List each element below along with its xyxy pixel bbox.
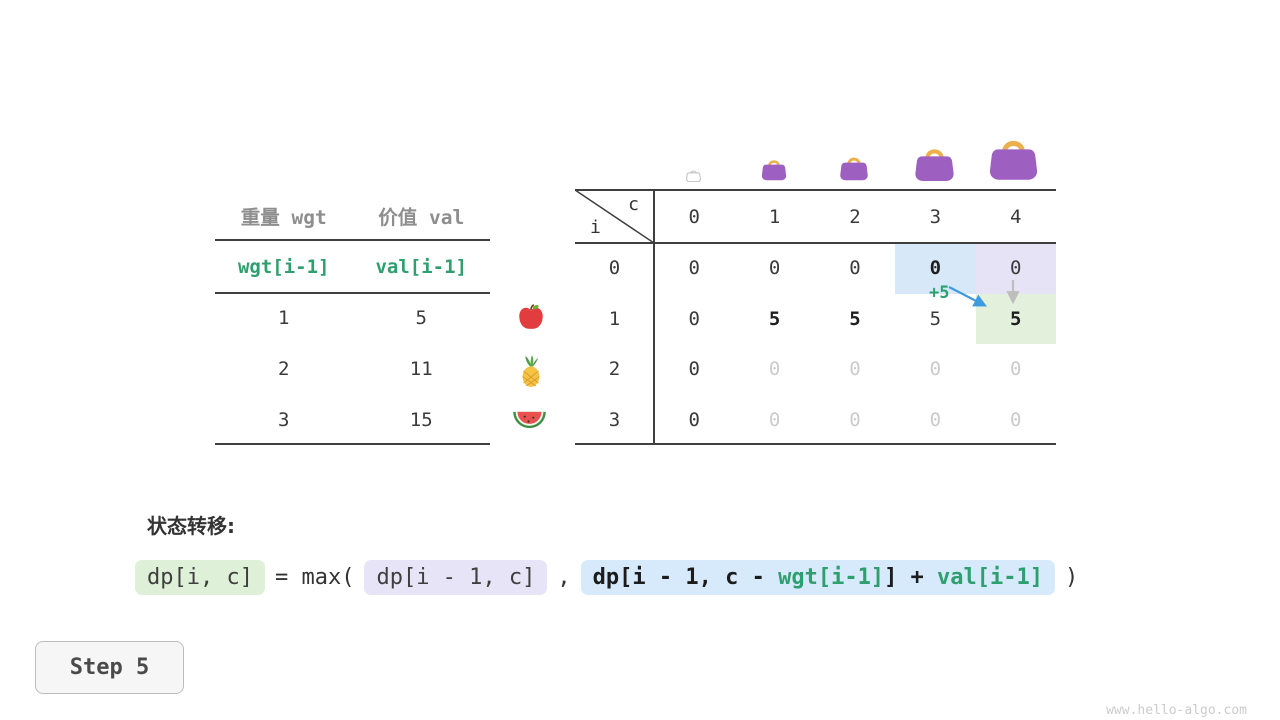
dp-cell-2-1: 0 [768, 358, 781, 381]
formula-option-take: dp[i - 1, c - wgt[i-1]] + val[i-1] [580, 560, 1056, 595]
item-table-header-val: 价值 val [378, 205, 465, 229]
dp-cell-0-0: 0 [688, 257, 700, 280]
dp-corner-cell: c i [575, 190, 654, 243]
dp-table-line-bottom [575, 443, 1056, 445]
formula-take-wgt: wgt[i-1] [778, 565, 885, 590]
formula-separator: , [557, 565, 571, 590]
item-row-1-val: 11 [409, 357, 433, 380]
bag-icon-capacity-2 [839, 153, 869, 181]
dp-cell-2-2: 0 [849, 358, 861, 381]
dp-cell-3-2: 0 [849, 408, 861, 431]
dp-col-header-4: 4 [1010, 205, 1022, 228]
formula-take-middle: ] + [884, 565, 938, 590]
dp-cell-2-4: 0 [1010, 358, 1022, 381]
dp-table-line-header [575, 242, 1056, 244]
dp-row-header-0: 0 [608, 257, 621, 280]
dp-col-header-0: 0 [688, 205, 700, 228]
formula-dp-current: dp[i, c] [135, 560, 265, 595]
dp-cell-0-3: 0 [895, 243, 976, 294]
bag-icon-capacity-4 [988, 133, 1039, 181]
dp-cell-3-3: 0 [929, 408, 942, 431]
dp-cell-3-1: 0 [768, 408, 781, 431]
step-badge: Step 5 [35, 641, 184, 694]
item-table-index-val: val[i-1] [375, 255, 467, 278]
dp-row-header-1: 1 [608, 307, 621, 330]
dp-col-header-1: 1 [768, 205, 781, 228]
dp-row-var: i [590, 217, 601, 238]
dp-row-header-2: 2 [608, 358, 621, 381]
dp-cell-1-1: 5 [768, 307, 781, 330]
dp-col-header-3: 3 [929, 205, 942, 228]
formula-take-val: val[i-1] [937, 565, 1044, 590]
corner-diagonal-line [575, 190, 654, 243]
bag-icon-capacity-0 [686, 167, 701, 183]
dp-cell-3-0: 0 [688, 408, 700, 431]
dp-cell-1-2: 5 [849, 307, 861, 330]
dp-cell-3-4: 0 [1010, 408, 1022, 431]
dp-table-line-top [575, 189, 1056, 191]
item-row-2-wgt: 3 [278, 408, 290, 431]
dp-row-header-3: 3 [608, 408, 621, 431]
watermark: www.hello-algo.com [1106, 703, 1247, 718]
item-table-line-bottom [215, 443, 490, 445]
dp-cell-1-4: 5 [975, 293, 1056, 344]
dp-cell-0-1: 0 [768, 257, 781, 280]
item-table-line-mid [215, 292, 490, 294]
formula-option-keep: dp[i - 1, c] [364, 560, 548, 595]
item-table: 重量 wgt 价值 val wgt[i-1] val[i-1] 1 5 2 11… [215, 190, 490, 445]
dp-cell-2-3: 0 [929, 358, 942, 381]
formula-equals-max: = max( [274, 565, 355, 590]
formula-close-paren: ) [1065, 565, 1079, 590]
item-table-header-wgt: 重量 wgt [240, 205, 327, 229]
dp-col-var: c [628, 194, 639, 215]
bag-icon-capacity-3 [914, 143, 955, 182]
item-row-0-val: 5 [415, 307, 427, 330]
pineapple-icon [517, 354, 545, 388]
watermelon-icon [512, 409, 547, 432]
state-transition-label: 状态转移: [147, 514, 235, 538]
state-transition-formula: dp[i, c] = max( dp[i - 1, c] , dp[i - 1,… [135, 560, 1088, 595]
formula-take-prefix: dp[i - 1, c - [592, 565, 779, 590]
apple-icon [516, 302, 546, 332]
dp-cell-1-3: 5 [929, 307, 942, 330]
dp-col-header-2: 2 [849, 205, 861, 228]
dp-cell-2-0: 0 [688, 358, 700, 381]
item-row-2-val: 15 [409, 408, 433, 431]
item-table-line-top [215, 239, 490, 241]
dp-cell-0-4: 0 [975, 243, 1056, 294]
item-table-index-wgt: wgt[i-1] [237, 255, 330, 278]
dp-table: c i 0 1 2 3 4 0 0 0 0 0 0 1 0 5 5 5 5 2 … [575, 190, 1056, 445]
dp-cell-1-0: 0 [688, 307, 700, 330]
bag-icon-capacity-1 [761, 156, 787, 181]
dp-table-line-vertical [653, 190, 655, 445]
item-row-1-wgt: 2 [278, 357, 290, 380]
plus-five-annotation: +5 [929, 283, 950, 303]
item-row-0-wgt: 1 [278, 307, 290, 330]
dp-cell-0-2: 0 [849, 257, 861, 280]
